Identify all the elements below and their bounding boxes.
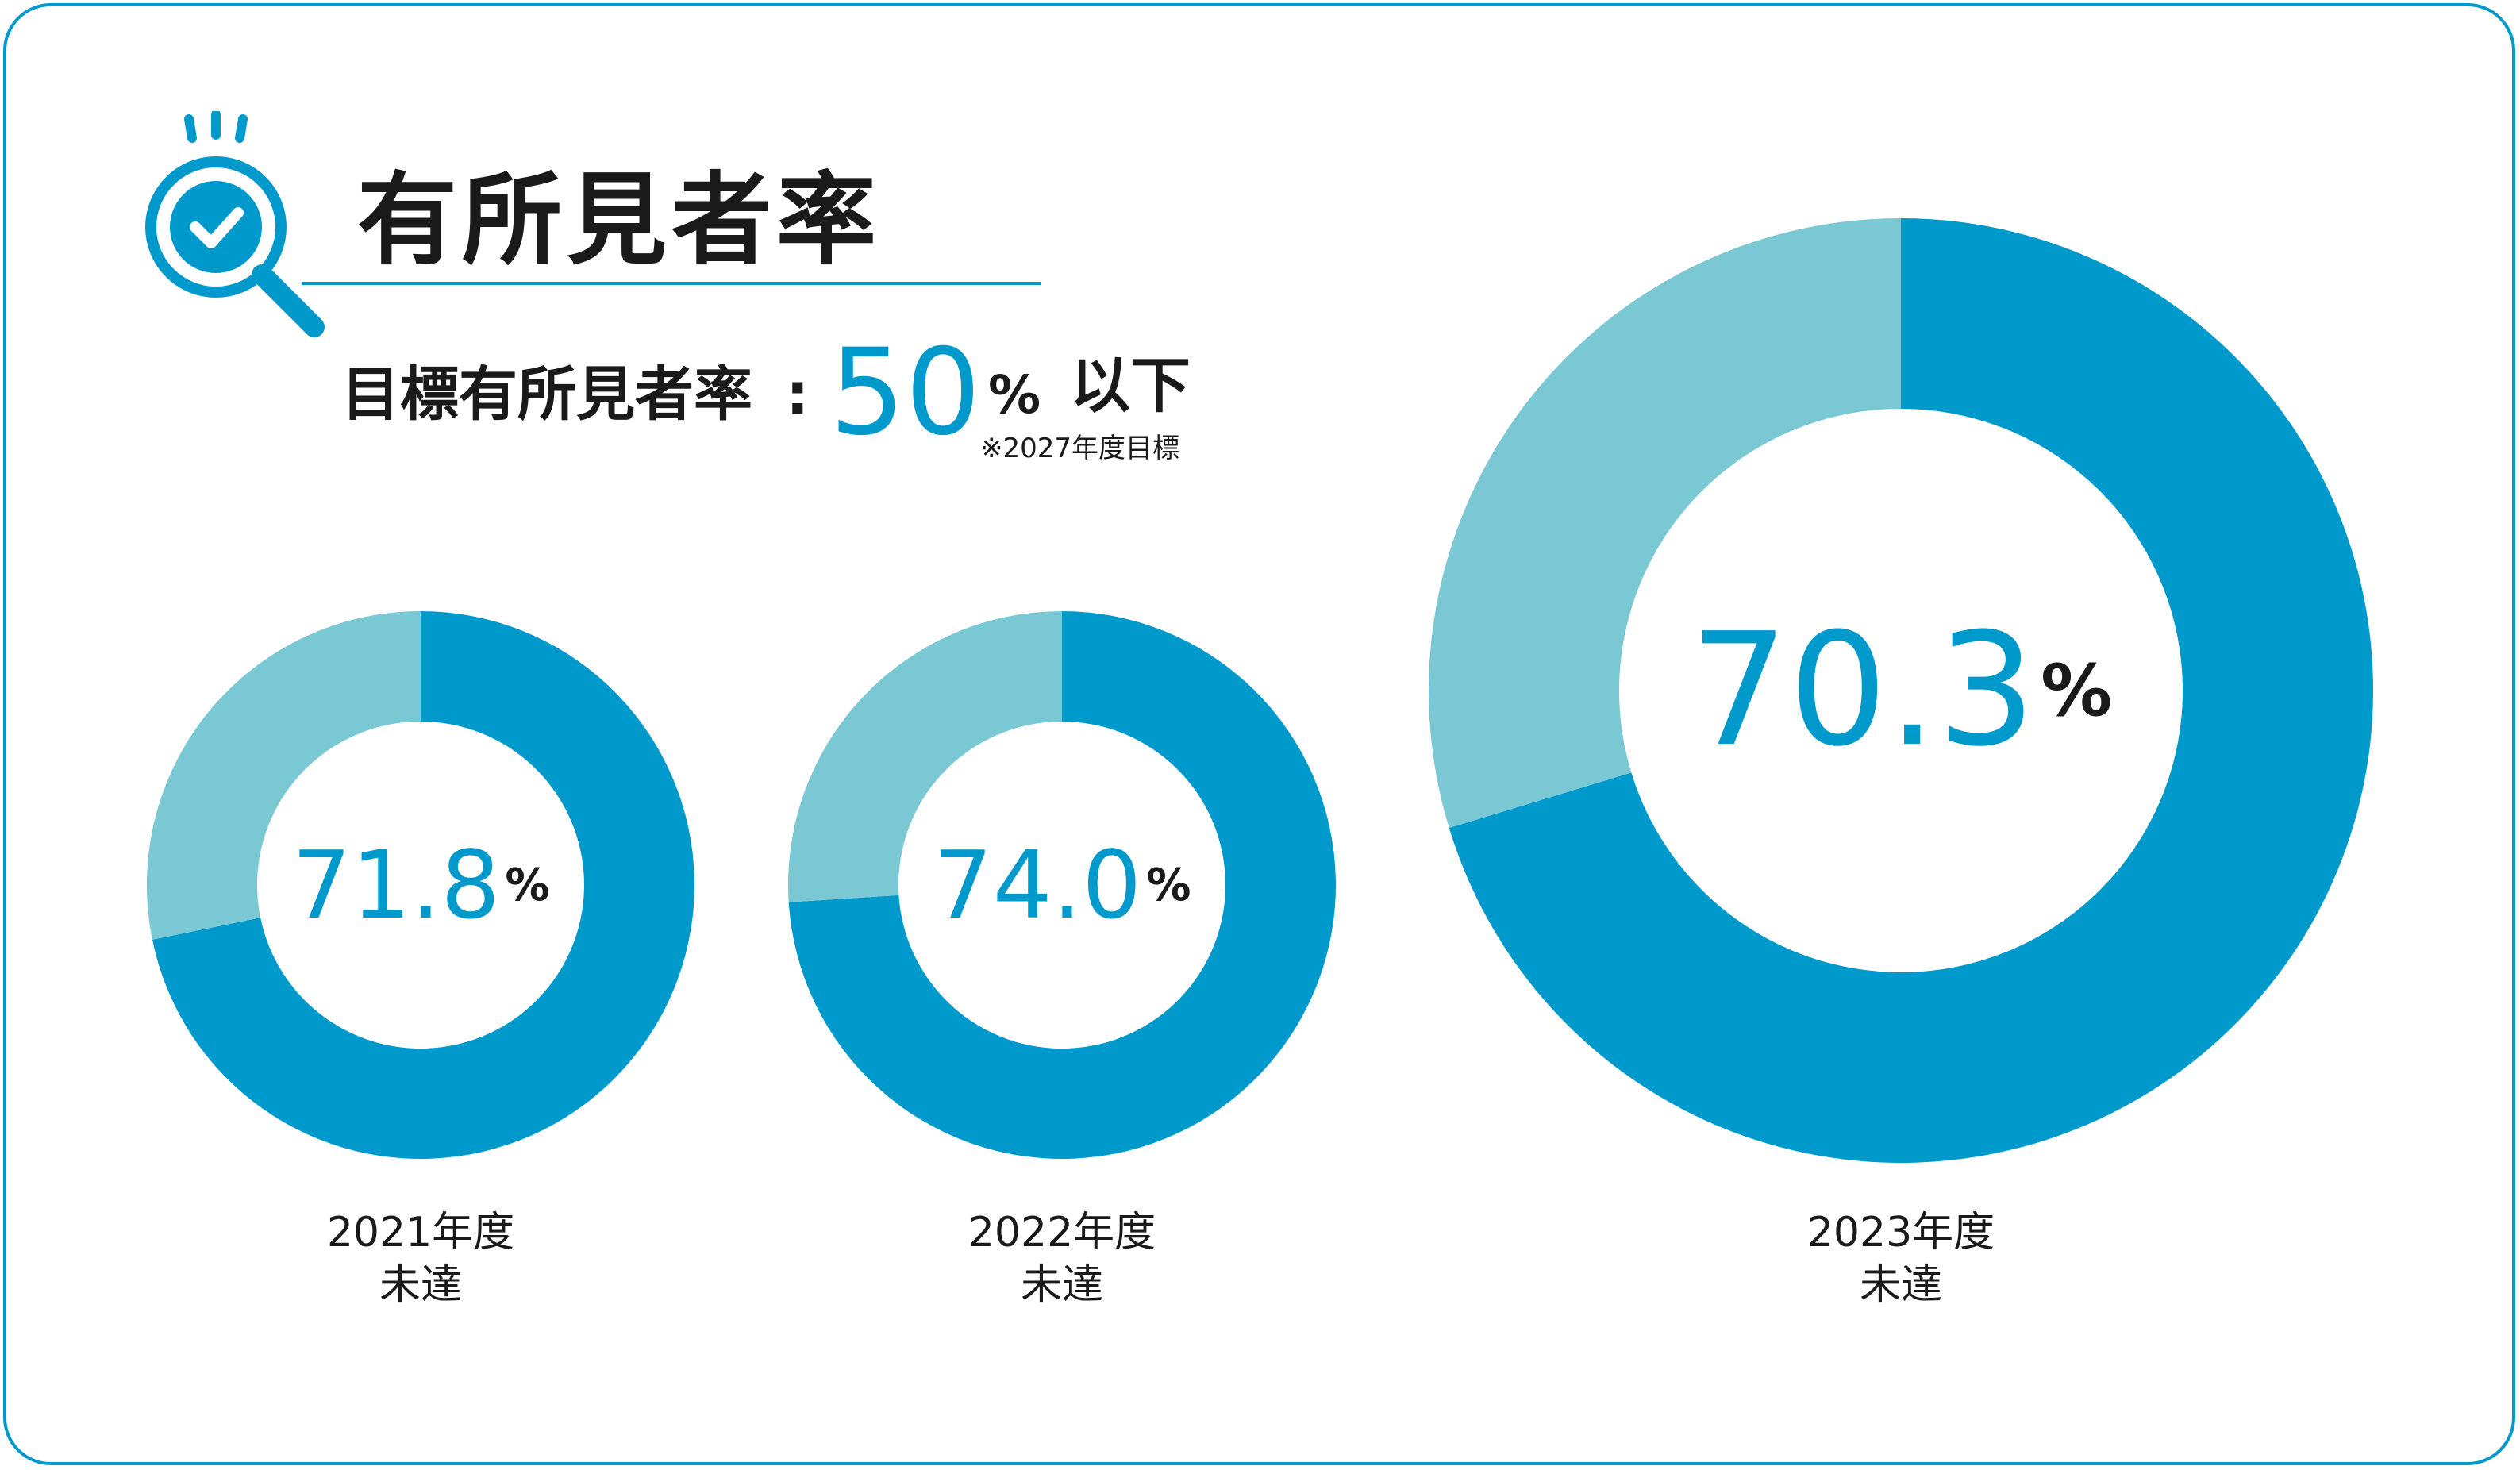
donut-slice-remainder [147, 611, 421, 940]
donut-center-value: 71.8 [292, 830, 501, 940]
donut-center-value: 70.3 [1690, 600, 2036, 781]
title-underline [302, 282, 1041, 285]
donut-center-value: 74.0 [933, 830, 1142, 940]
card-frame [3, 3, 2515, 1465]
donut-slice-remainder [788, 611, 1062, 902]
donut-slice-value [1449, 218, 2374, 1163]
target-colon: : [786, 360, 810, 429]
donut-slice-value [152, 611, 695, 1159]
magnifier-check-icon [145, 111, 325, 337]
donut-status-label: 未達 [1860, 1261, 1942, 1309]
target-label: 目標有所見者率 [341, 360, 752, 429]
donut-status-label: 未達 [1021, 1261, 1103, 1309]
donut-center-label: 74.0% [933, 830, 1191, 940]
donut-status-label: 未達 [379, 1261, 462, 1309]
target-value: 50 [829, 324, 981, 462]
target-condition: 以下 [1070, 350, 1191, 421]
donut-center-unit: % [2041, 649, 2112, 733]
donut-center-unit: % [1146, 860, 1191, 911]
donut-center-label: 70.3% [1690, 600, 2113, 781]
donut-year-label: 2021年度 [327, 1209, 514, 1256]
target-unit: % [988, 364, 1041, 425]
donut-year-label: 2022年度 [968, 1209, 1156, 1256]
donut-year-label: 2023年度 [1807, 1209, 1995, 1256]
donut-slice-remainder [1429, 218, 1901, 829]
donut-center-unit: % [505, 860, 549, 911]
donut-slice-value [788, 611, 1337, 1160]
target-note: ※2027年度目標 [980, 433, 1180, 464]
donut-center-label: 71.8% [292, 830, 550, 940]
page-title: 有所見者率 [357, 162, 881, 279]
